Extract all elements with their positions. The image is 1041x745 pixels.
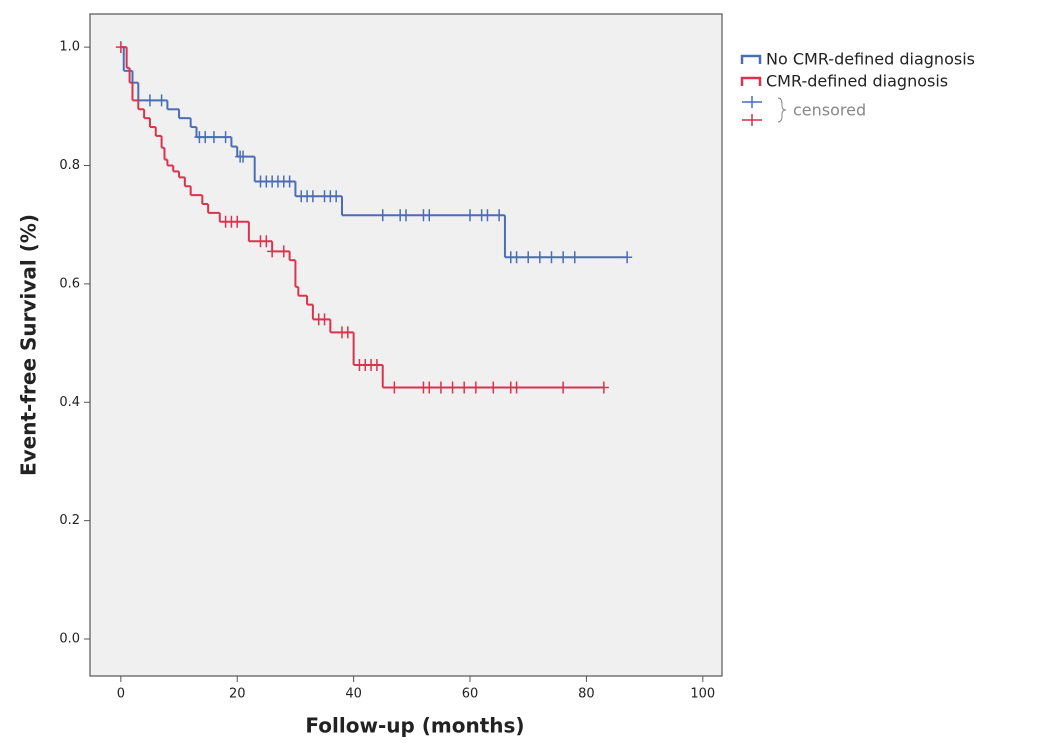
censor-mark (371, 358, 382, 371)
y-axis-label: Event-free Survival (%) (17, 214, 41, 476)
censor-mark (459, 381, 470, 394)
censor-mark (307, 190, 318, 203)
x-tick-label: 0 (117, 687, 125, 702)
censor-mark (144, 94, 155, 107)
censor-mark (435, 381, 446, 394)
censor-mark (377, 209, 388, 222)
censor-mark (278, 245, 289, 258)
censor-mark (261, 235, 272, 248)
y-tick-label: 0.2 (59, 513, 80, 528)
y-tick-label: 0.6 (59, 276, 80, 291)
censor-mark (470, 381, 481, 394)
censor-mark (598, 381, 609, 394)
legend-censor (742, 96, 762, 108)
y-tick-label: 0.8 (59, 158, 80, 173)
x-tick-label: 40 (345, 687, 362, 702)
censor-mark (319, 313, 330, 326)
censor-mark (488, 381, 499, 394)
censor-mark (401, 209, 411, 222)
censor-mark (546, 251, 557, 264)
censor-mark (558, 381, 569, 394)
censor-mark (342, 326, 353, 339)
censor-mark (424, 381, 435, 394)
censored-label: censored (793, 101, 866, 120)
censor-mark (200, 131, 211, 144)
censor-mark (267, 245, 278, 258)
y-tick-label: 0.0 (59, 632, 80, 647)
censor-mark (389, 381, 400, 394)
censor-mark (482, 209, 493, 222)
censor-mark (523, 251, 534, 264)
legend-line (740, 54, 762, 64)
censor-mark (115, 41, 126, 54)
x-tick-label: 80 (578, 687, 595, 702)
plot-area (89, 13, 723, 677)
legend-label: No CMR-defined diagnosis (766, 50, 975, 69)
censor-mark (622, 251, 633, 264)
legend-line (740, 76, 762, 86)
censor-mark (220, 131, 231, 144)
x-axis-label: Follow-up (months) (305, 714, 524, 738)
censor-mark (424, 209, 435, 222)
legend-brace (777, 97, 787, 123)
y-tick-label: 1.0 (59, 40, 80, 55)
x-tick-label: 60 (462, 687, 479, 702)
censor-mark (238, 150, 249, 163)
censor-mark (284, 175, 295, 188)
censor-mark (208, 131, 219, 144)
censor-mark (156, 94, 167, 107)
legend-label: CMR-defined diagnosis (766, 72, 948, 91)
censor-mark (558, 251, 569, 264)
censor-mark (232, 215, 243, 228)
censor-mark (511, 251, 522, 264)
x-tick-label: 100 (690, 687, 715, 702)
legend-censor (742, 114, 762, 126)
censor-mark (534, 251, 545, 264)
censor-mark (331, 190, 342, 203)
censor-mark (494, 209, 505, 222)
censor-mark (465, 209, 476, 222)
x-tick-label: 20 (229, 687, 246, 702)
y-tick-label: 0.4 (59, 395, 80, 410)
censor-mark (447, 381, 458, 394)
censor-mark (569, 251, 580, 264)
censor-mark (511, 381, 522, 394)
